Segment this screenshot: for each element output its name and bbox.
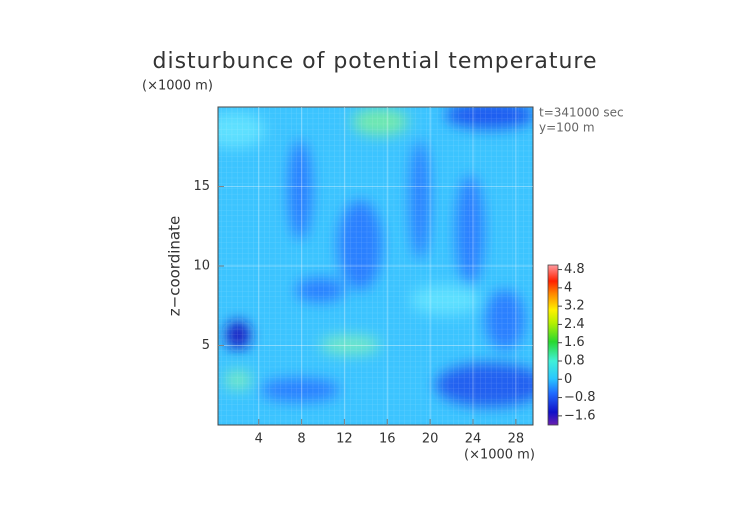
colorbar [547, 264, 559, 426]
chart-title: disturbunce of potential temperature [153, 49, 598, 74]
x-tick-label: 20 [422, 432, 439, 447]
colorbar-tick-label: 2.4 [564, 317, 585, 332]
colorbar-tick-label: 4.8 [564, 262, 585, 277]
x-tick-label: 4 [255, 432, 263, 447]
colorbar-tick-label: 0.8 [564, 354, 585, 369]
colorbar-tick-label: 4 [564, 280, 572, 295]
x-unit-label: (×1000 m) [464, 448, 535, 463]
annotation: y=100 m [539, 121, 595, 135]
x-tick-label: 12 [336, 432, 353, 447]
y-tick-label: 10 [193, 259, 210, 274]
colorbar-tick-label: −0.8 [564, 390, 596, 405]
x-tick-label: 8 [297, 432, 305, 447]
y-axis-label: z−coordinate [166, 216, 184, 316]
colorbar-tick-label: 1.6 [564, 335, 585, 350]
y-tick-label: 15 [193, 179, 210, 194]
x-tick-label: 24 [465, 432, 482, 447]
y-unit-label: (×1000 m) [142, 79, 213, 94]
colorbar-tick-label: −1.6 [564, 408, 596, 423]
colorbar-tick-label: 0 [564, 372, 572, 387]
x-tick-label: 28 [508, 432, 525, 447]
annotation: t=341000 sec [539, 106, 624, 120]
y-tick-label: 5 [202, 338, 210, 353]
colorbar-tick-label: 3.2 [564, 299, 585, 314]
x-tick-label: 16 [379, 432, 396, 447]
contour-field [218, 107, 533, 425]
